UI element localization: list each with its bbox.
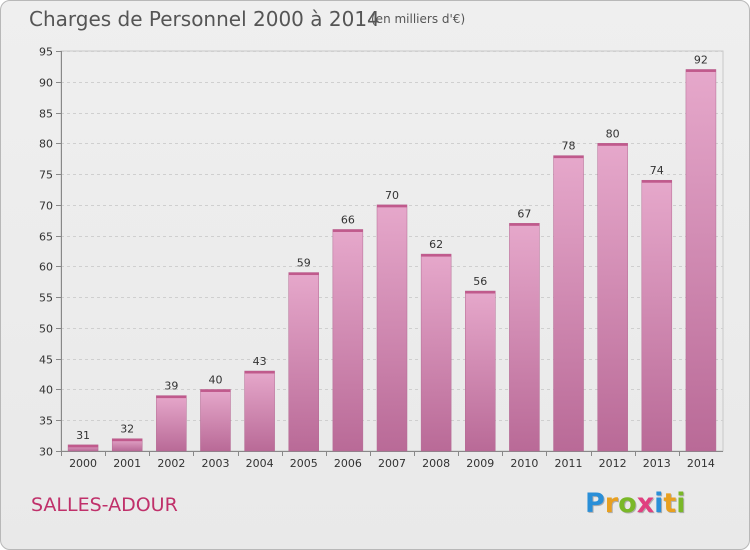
x-tick-label: 2001 xyxy=(113,457,141,470)
commune-name: SALLES-ADOUR xyxy=(31,494,178,516)
y-tick-label: 30 xyxy=(39,446,53,459)
chart-title: Charges de Personnel 2000 à 2014 xyxy=(29,7,380,31)
y-tick-label: 75 xyxy=(39,169,53,182)
data-label: 39 xyxy=(164,380,178,393)
bar-top-edge xyxy=(421,254,452,257)
bar xyxy=(244,370,275,452)
y-tick-label: 70 xyxy=(39,200,53,213)
y-tick-label: 80 xyxy=(39,138,53,151)
data-label: 31 xyxy=(76,429,90,442)
x-tick-label: 2011 xyxy=(555,457,583,470)
bar-top-edge xyxy=(332,229,363,232)
y-tick-label: 55 xyxy=(39,292,53,305)
x-tick-label: 2008 xyxy=(422,457,450,470)
bar-top-edge xyxy=(465,291,496,294)
y-tick-label: 85 xyxy=(39,108,53,121)
data-label: 78 xyxy=(562,140,576,153)
data-label: 32 xyxy=(120,423,134,436)
bar xyxy=(553,155,584,452)
y-tick-label: 65 xyxy=(39,231,53,244)
data-label: 59 xyxy=(297,257,311,270)
x-tick-label: 2004 xyxy=(246,457,274,470)
label-layer: 31 32 39 40 43 59 66 70 62 56 67 78 80 74 92 xyxy=(76,53,708,441)
data-label: 62 xyxy=(429,238,443,251)
x-tick-label: 2007 xyxy=(378,457,406,470)
data-label: 80 xyxy=(606,127,620,140)
bar-top-edge xyxy=(377,204,407,208)
y-tick-label: 40 xyxy=(39,384,53,397)
x-tick-label: 2010 xyxy=(510,457,538,470)
bar xyxy=(376,204,408,452)
x-tick-label: 2002 xyxy=(157,457,185,470)
proxiti-logo: Proxiti xyxy=(585,488,686,519)
x-tick-label: 2003 xyxy=(201,457,229,470)
bar-top-edge xyxy=(509,223,540,226)
y-tick-label: 45 xyxy=(39,354,53,367)
bar xyxy=(200,389,231,452)
x-tick-label: 2012 xyxy=(599,457,627,470)
axis-layer: 30 35 40 45 50 55 60 65 70 75 80 85 90 95 2000 2001 2002… xyxy=(39,46,723,470)
bar xyxy=(685,69,717,452)
bar-top-edge xyxy=(641,180,672,183)
logo-letter: t xyxy=(663,488,677,519)
y-tick-label: 35 xyxy=(39,415,53,428)
bar xyxy=(597,143,628,452)
bar xyxy=(465,290,496,452)
bar-top-edge xyxy=(244,371,275,374)
logo-letter: i xyxy=(654,488,664,519)
bar-top-edge xyxy=(288,272,319,276)
x-tick-label: 2009 xyxy=(466,457,494,470)
logo-letter: r xyxy=(604,488,619,519)
chart-subtitle: (en milliers d'€) xyxy=(371,12,466,26)
data-label: 92 xyxy=(694,53,708,66)
y-tick-label: 95 xyxy=(39,46,53,59)
bar xyxy=(509,223,540,452)
x-tick-label: 2013 xyxy=(643,457,671,470)
bar-top-edge xyxy=(68,444,99,448)
y-tick-label: 90 xyxy=(39,77,53,90)
y-tick-label: 60 xyxy=(39,261,53,274)
data-label: 74 xyxy=(650,164,664,177)
x-tick-label: 2005 xyxy=(290,457,318,470)
bar-top-edge xyxy=(597,143,628,146)
bar-top-edge xyxy=(112,438,143,442)
bar-layer xyxy=(67,69,717,452)
logo-letter: o xyxy=(618,488,637,519)
y-tick-label: 50 xyxy=(39,323,53,336)
bar xyxy=(288,272,319,452)
bar-top-edge xyxy=(685,69,716,72)
x-tick-label: 2014 xyxy=(687,457,715,470)
data-label: 43 xyxy=(253,355,267,368)
bar xyxy=(641,179,673,452)
bar-top-edge xyxy=(156,395,187,399)
bar xyxy=(156,395,187,452)
x-tick-label: 2000 xyxy=(69,457,97,470)
x-tick-label: 2006 xyxy=(334,457,362,470)
logo-letter: P xyxy=(585,488,605,519)
bar-top-edge xyxy=(200,389,231,392)
bar-top-edge xyxy=(553,155,584,159)
bar xyxy=(332,229,364,452)
bar xyxy=(420,253,452,452)
logo-letter: x xyxy=(636,488,655,519)
data-label: 67 xyxy=(517,207,531,220)
data-label: 66 xyxy=(341,213,355,226)
logo-letter: i xyxy=(676,488,686,519)
data-label: 70 xyxy=(385,189,399,202)
data-label: 40 xyxy=(208,373,222,386)
data-label: 56 xyxy=(473,275,487,288)
